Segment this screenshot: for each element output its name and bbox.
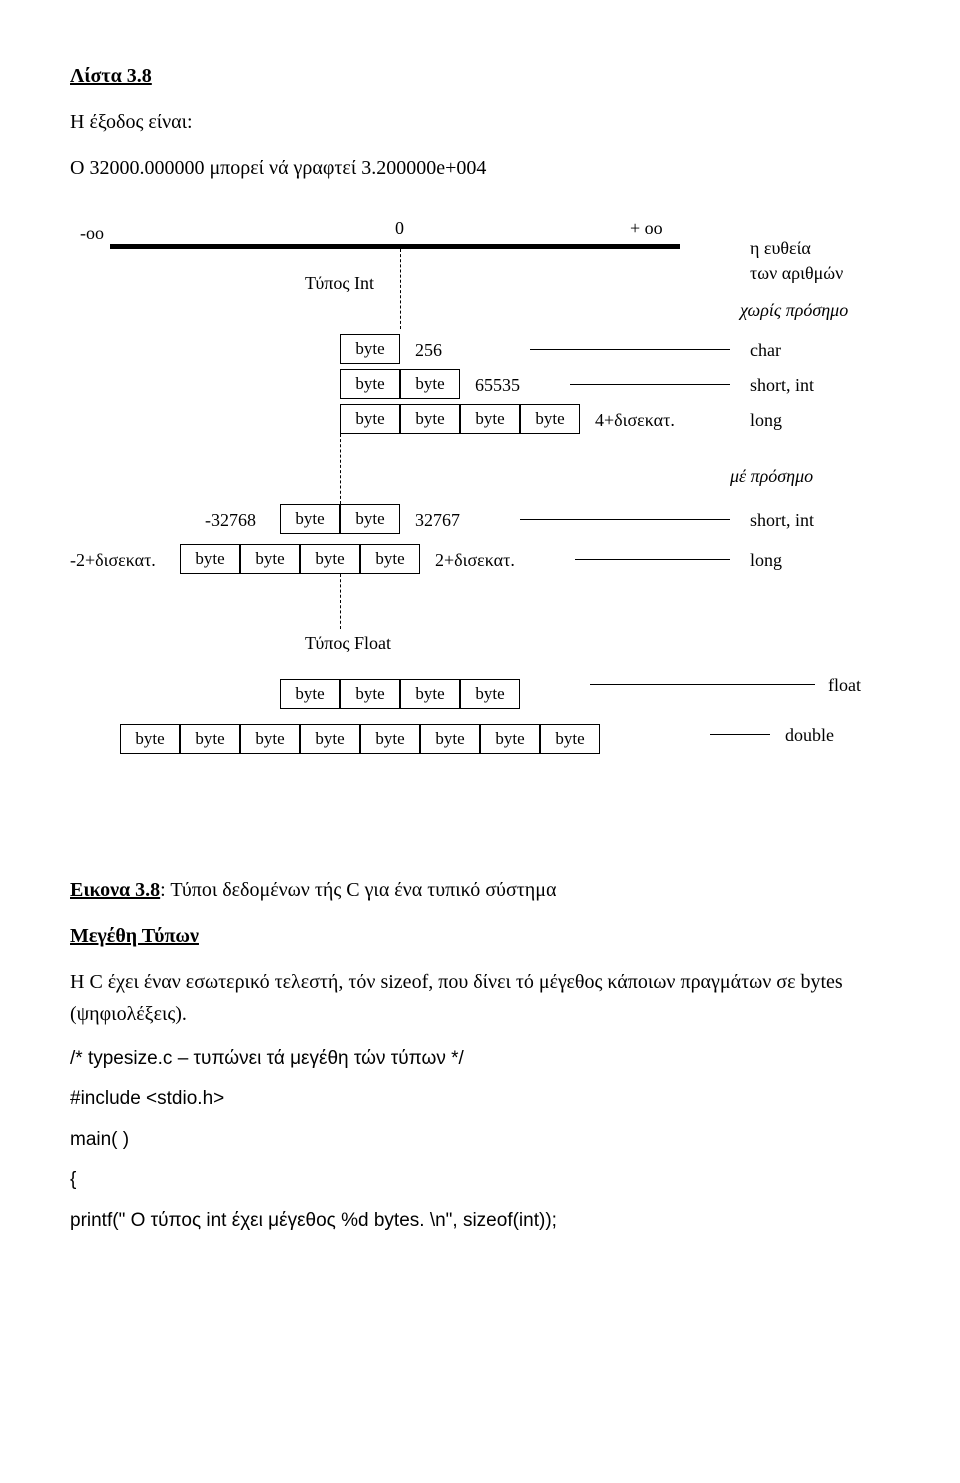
val-4plus: 4+δισεκατ. (595, 406, 675, 435)
val-65535: 65535 (475, 371, 520, 400)
short-int-label: short, int (750, 371, 814, 400)
val-neg32768: -32768 (205, 506, 256, 535)
byte-cell: byte (460, 404, 520, 434)
byte-cell: byte (280, 504, 340, 534)
double-label: double (785, 721, 834, 750)
byte-cell: byte (400, 679, 460, 709)
code-main: main( ) (70, 1125, 890, 1155)
byte-cell: byte (240, 724, 300, 754)
pos-infinity-label: + oo (630, 214, 663, 243)
section-paragraph: Η C έχει έναν εσωτερικό τελεστή, τόν siz… (70, 966, 890, 1030)
char-label: char (750, 336, 781, 365)
code-brace: { (70, 1165, 890, 1195)
code-printf: printf(" Ο τύπος int έχει μέγεθος %d byt… (70, 1206, 890, 1236)
byte-cell: byte (520, 404, 580, 434)
byte-cell: byte (280, 679, 340, 709)
type-float-label: Τύπος Float (305, 629, 391, 658)
vdash-2 (340, 434, 341, 504)
caption-text: : Τύποι δεδομένων τής C για ένα τυπικό σ… (160, 879, 556, 901)
desc-line2: των αριθμών (750, 259, 843, 288)
byte-cell: byte (120, 724, 180, 754)
val-2plus: 2+δισεκατ. (435, 546, 515, 575)
double-line (710, 734, 770, 735)
byte-cell: byte (400, 369, 460, 399)
byte-cell: byte (400, 404, 460, 434)
byte-cell: byte (360, 544, 420, 574)
byte-cell: byte (420, 724, 480, 754)
byte-cell: byte (460, 679, 520, 709)
byte-cell: byte (340, 679, 400, 709)
vdash-3 (340, 574, 341, 629)
number-line (110, 244, 680, 249)
float-line (590, 684, 815, 685)
short-int-label-2: short, int (750, 506, 814, 535)
byte-cell: byte (180, 544, 240, 574)
output-label: Η έξοδος είναι: (70, 106, 890, 138)
shortint-line (570, 384, 730, 385)
char-line (530, 349, 730, 350)
zero-label: 0 (395, 214, 404, 243)
unsigned-label: χωρίς πρόσημο (740, 296, 848, 325)
byte-cell: byte (300, 544, 360, 574)
val-32767: 32767 (415, 506, 460, 535)
val-256: 256 (415, 336, 442, 365)
byte-cell: byte (480, 724, 540, 754)
signed-label: μέ πρόσημο (730, 462, 813, 491)
byte-cell: byte (540, 724, 600, 754)
long-label: long (750, 406, 782, 435)
signed-long-line (575, 559, 730, 560)
byte-cell: byte (340, 334, 400, 364)
vdash-1 (400, 249, 401, 329)
long-label-2: long (750, 546, 782, 575)
caption-prefix: Εικονα 3.8 (70, 879, 160, 901)
signed-short-line (520, 519, 730, 520)
code-comment: /* typesize.c – τυπώνει τά μεγέθη τών τύ… (70, 1044, 890, 1074)
byte-cell: byte (340, 369, 400, 399)
types-diagram: -oo 0 + oo η ευθεία των αριθμών Τύπος In… (70, 204, 890, 864)
byte-cell: byte (180, 724, 240, 754)
float-label: float (828, 671, 861, 700)
list-heading: Λίστα 3.8 (70, 60, 890, 92)
code-include: #include <stdio.h> (70, 1084, 890, 1114)
output-line: Ο 32000.000000 μπορεί νά γραφτεί 3.20000… (70, 152, 890, 184)
type-int-label: Τύπος Int (305, 269, 374, 298)
val-neg2plus: -2+δισεκατ. (70, 546, 156, 575)
byte-cell: byte (360, 724, 420, 754)
byte-cell: byte (300, 724, 360, 754)
byte-cell: byte (340, 404, 400, 434)
section-title: Μεγέθη Τύπων (70, 920, 890, 952)
figure-caption: Εικονα 3.8: Τύποι δεδομένων τής C για έν… (70, 874, 890, 906)
neg-infinity-label: -oo (80, 219, 104, 248)
byte-cell: byte (240, 544, 300, 574)
byte-cell: byte (340, 504, 400, 534)
